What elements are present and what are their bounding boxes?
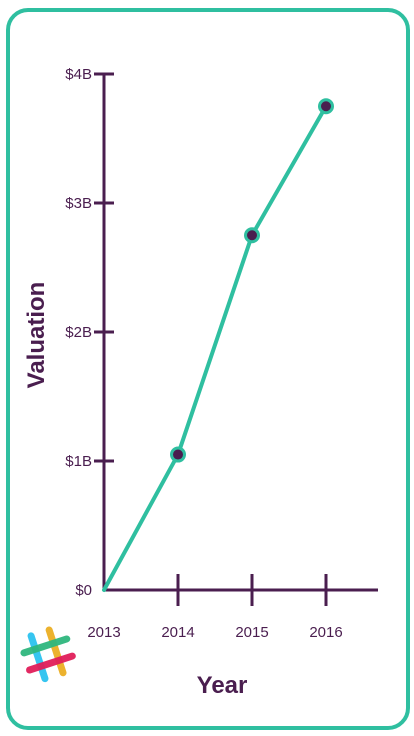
data-point-2014	[170, 446, 186, 463]
x-axis-title: Year	[197, 672, 248, 699]
data-point-2015	[244, 227, 260, 244]
x-tick-label-1: 2014	[161, 624, 194, 641]
slack-hash-icon	[20, 626, 76, 683]
y-tick-label-1: $1B	[65, 453, 92, 470]
x-tick-label-3: 2016	[309, 624, 342, 641]
series-line-0	[102, 104, 328, 592]
y-tick-label-0: $0	[75, 582, 92, 599]
x-tick-label-2: 2015	[235, 624, 268, 641]
y-tick-label-2: $2B	[65, 324, 92, 341]
y-tick-label-3: $3B	[65, 195, 92, 212]
x-axis-ticks: 2013 2014 2015 2016	[87, 574, 343, 641]
series-layer	[102, 98, 334, 592]
data-point-2016	[318, 98, 334, 115]
y-tick-label-4: $4B	[65, 66, 92, 83]
x-tick-label-0: 2013	[87, 624, 120, 641]
y-axis-ticks: $0 $1B $2B $3B $4B	[65, 66, 114, 599]
y-axis-title: Valuation	[23, 282, 50, 389]
